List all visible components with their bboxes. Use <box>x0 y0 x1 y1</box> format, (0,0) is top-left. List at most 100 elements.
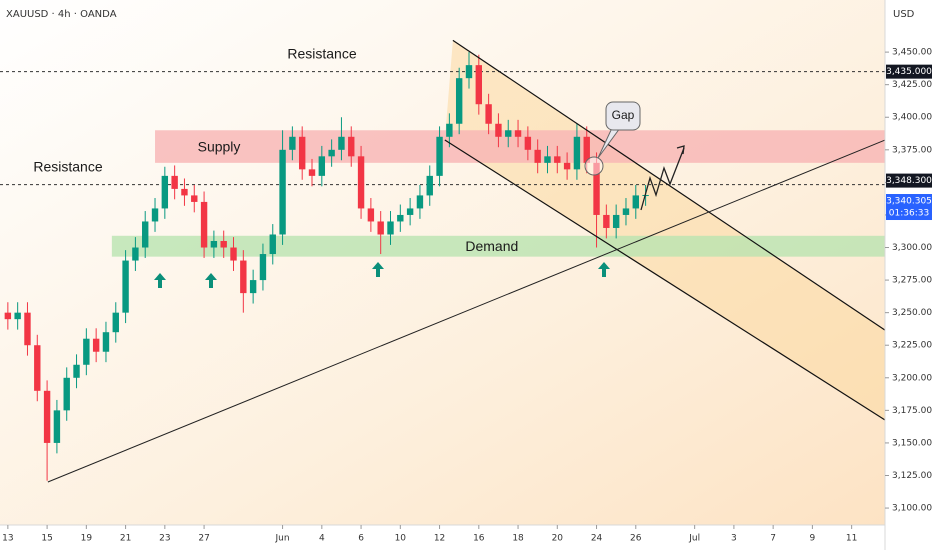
candle-body <box>524 136 532 150</box>
x-tick-label: 4 <box>319 534 325 544</box>
x-tick-label: 3 <box>731 534 737 544</box>
candle-body <box>269 234 276 255</box>
last-price-box <box>886 194 932 221</box>
candle-body <box>475 65 483 105</box>
candle-body <box>328 149 335 157</box>
currency-label: USD <box>893 9 915 20</box>
level-price-label: 3,348.300 <box>886 176 932 186</box>
chart-title: XAUUSD · 4h · OANDA <box>6 9 117 20</box>
candle-body <box>200 201 208 248</box>
level-price-label: 3,435.000 <box>886 67 932 77</box>
candle-body <box>406 208 414 215</box>
candle-body <box>612 214 620 228</box>
candle-body <box>43 390 51 443</box>
up-arrow <box>154 273 166 288</box>
candle-body <box>53 410 61 443</box>
candle-body <box>338 136 345 150</box>
projection-path <box>640 147 685 211</box>
candle-body <box>63 377 70 411</box>
support-arrows <box>154 262 610 288</box>
up-arrow <box>205 273 217 288</box>
x-tick-label: 23 <box>159 534 170 544</box>
x-tick-label: 20 <box>552 534 564 544</box>
candle-body <box>387 221 394 235</box>
zone <box>111 235 885 257</box>
candle-body <box>279 149 286 235</box>
y-tick-label: 3,125.000 <box>892 471 932 481</box>
x-tick-label: 13 <box>2 534 13 544</box>
candle-body <box>583 136 590 163</box>
candle-body <box>24 312 31 346</box>
candle-body <box>534 149 541 163</box>
candle-body <box>83 338 90 365</box>
countdown-label: 01:36:33 <box>889 209 929 219</box>
channel-upper <box>452 39 886 331</box>
y-tick-label: 3,250.000 <box>892 308 932 318</box>
y-tick-label: 3,275.000 <box>892 276 932 286</box>
x-tick-label: 6 <box>358 534 364 544</box>
candle-body <box>573 136 581 170</box>
candle-body <box>485 104 492 124</box>
zone-label: Supply <box>198 138 241 154</box>
up-arrow <box>598 262 610 277</box>
candle-body <box>34 345 41 391</box>
candle-body <box>220 241 227 248</box>
x-tick-label: Jul <box>688 534 700 544</box>
time-axis-bg <box>0 525 932 550</box>
candle-body <box>142 221 149 248</box>
candle-body <box>289 136 296 150</box>
x-tick-label: 18 <box>512 534 524 544</box>
gap-circle <box>584 156 604 176</box>
x-tick-label: 9 <box>810 534 816 544</box>
candle-body <box>622 208 630 215</box>
last-price-label: 3,340.305 <box>886 197 932 207</box>
y-tick-label: 3,375.000 <box>892 145 932 155</box>
candle-body <box>151 208 159 222</box>
x-tick-label: 27 <box>198 534 209 544</box>
candle-body <box>367 208 375 222</box>
y-tick-label: 3,400.000 <box>892 113 932 123</box>
channel-lower <box>444 139 886 421</box>
candle-body <box>318 156 326 176</box>
y-tick-label: 3,100.000 <box>892 504 932 514</box>
callout-text: Gap <box>612 108 635 122</box>
candle-body <box>161 175 169 209</box>
candle-body <box>446 123 453 137</box>
x-tick-label: 11 <box>846 534 857 544</box>
x-tick-label: 21 <box>120 534 131 544</box>
trendline <box>47 139 886 483</box>
x-tick-label: Jun <box>275 534 290 544</box>
y-tick-label: 3,200.000 <box>892 373 932 383</box>
candle-body <box>348 136 355 157</box>
level-label: Resistance <box>287 45 356 61</box>
callout-box <box>605 101 641 131</box>
x-tick-label: 26 <box>630 534 642 544</box>
candle-body <box>122 260 129 313</box>
projection-arrowhead <box>676 145 685 155</box>
x-tick-label: 16 <box>473 534 485 544</box>
candle-body <box>436 136 443 176</box>
overlay-layer: Supply Demand Resistance Resistance <box>33 39 886 483</box>
candle-body <box>4 312 12 320</box>
x-tick-label: 10 <box>395 534 407 544</box>
candle-body <box>112 312 119 333</box>
candle-body <box>240 260 247 294</box>
candle-body <box>514 130 522 137</box>
candle-body <box>377 221 384 235</box>
x-tick-label: 12 <box>434 534 445 544</box>
candle-body <box>416 195 424 209</box>
candle-body <box>357 156 365 209</box>
candle-body <box>563 162 571 170</box>
candle-body <box>230 247 237 261</box>
candles <box>4 52 649 481</box>
candle-body <box>593 162 600 215</box>
candle-body <box>181 188 188 196</box>
y-tick-label: 3,175.000 <box>892 406 932 416</box>
candle-body <box>554 156 561 163</box>
candle-body <box>191 195 198 202</box>
candle-body <box>426 175 433 196</box>
candle-body <box>495 123 502 137</box>
y-tick-label: 3,225.000 <box>892 341 932 351</box>
candle-body <box>73 364 80 378</box>
candle-body <box>505 130 512 137</box>
